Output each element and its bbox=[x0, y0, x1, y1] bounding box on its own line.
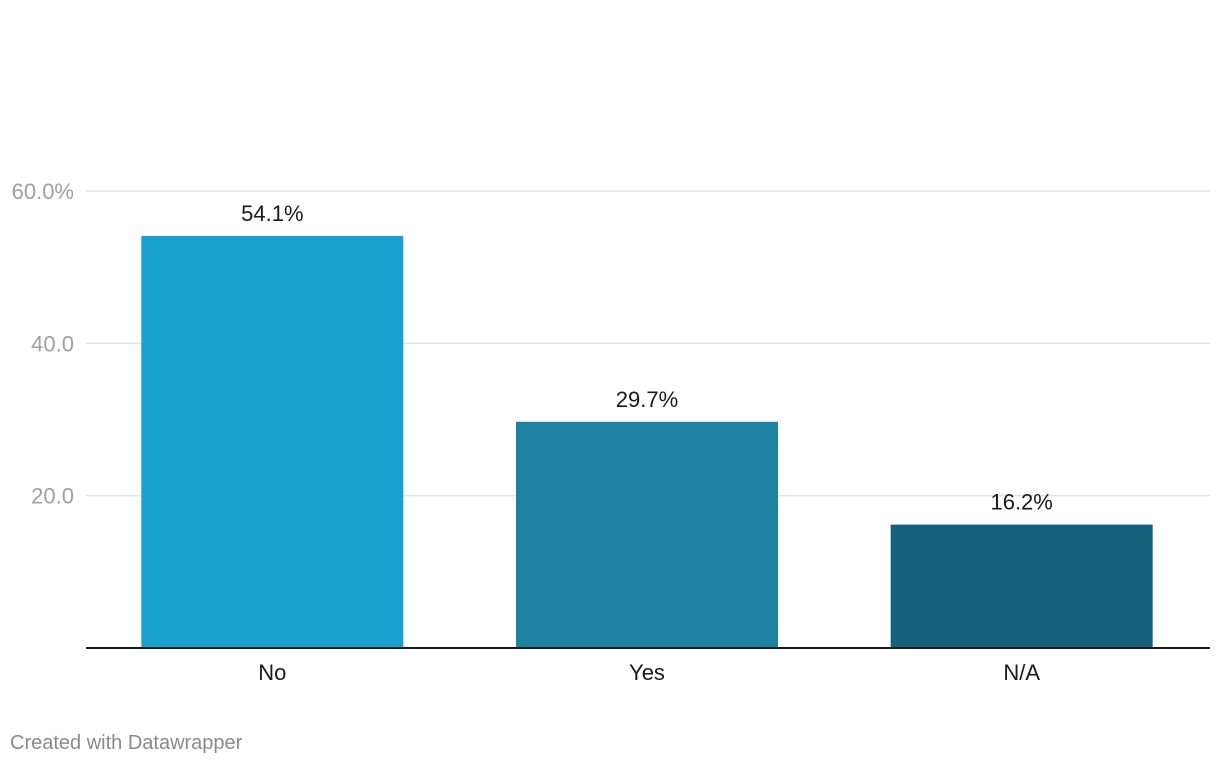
bar bbox=[516, 421, 778, 648]
value-labels: 54.1% 29.7% 16.2% bbox=[241, 201, 1053, 515]
bar bbox=[890, 524, 1153, 648]
x-tick-label: Yes bbox=[629, 660, 665, 685]
value-label: 29.7% bbox=[616, 387, 678, 412]
y-tick-label: 60.0% bbox=[12, 179, 74, 204]
y-axis-ticks: 20.0 40.0 60.0% bbox=[12, 179, 74, 509]
credit-text: Created with Datawrapper bbox=[10, 732, 243, 754]
x-axis-labels: No Yes N/A bbox=[258, 660, 1040, 685]
value-label: 54.1% bbox=[241, 201, 303, 226]
x-tick-label: No bbox=[258, 660, 286, 685]
bars bbox=[141, 235, 1153, 648]
bar bbox=[141, 235, 404, 648]
y-tick-label: 40.0 bbox=[31, 331, 74, 356]
value-label: 16.2% bbox=[990, 490, 1052, 515]
x-tick-label: N/A bbox=[1003, 660, 1040, 685]
y-tick-label: 20.0 bbox=[31, 484, 74, 509]
